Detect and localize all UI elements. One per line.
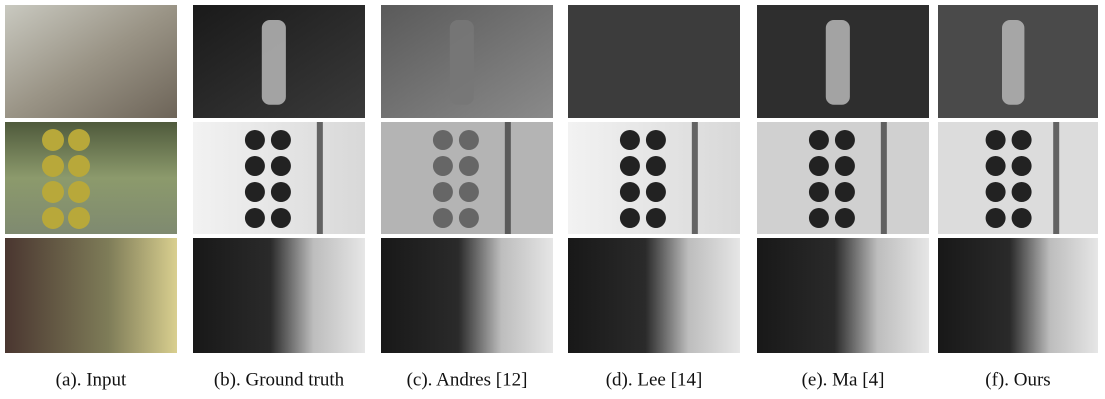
dark-dot bbox=[245, 156, 265, 176]
yellow-dot bbox=[68, 129, 90, 151]
image-tile bbox=[568, 238, 740, 353]
dark-dot bbox=[835, 208, 855, 228]
person-silhouette bbox=[826, 20, 850, 105]
dark-dot bbox=[646, 182, 666, 202]
dark-dot bbox=[459, 156, 479, 176]
pole bbox=[317, 122, 323, 234]
dark-dot bbox=[835, 156, 855, 176]
caption: (a). Input bbox=[56, 369, 127, 390]
caption: (d). Lee [14] bbox=[606, 369, 703, 390]
dark-dot bbox=[433, 130, 453, 150]
dark-dot bbox=[245, 208, 265, 228]
pole bbox=[505, 122, 511, 234]
dark-dot bbox=[1012, 208, 1032, 228]
dark-dot bbox=[271, 156, 291, 176]
person-silhouette bbox=[1002, 20, 1024, 105]
dark-dot bbox=[433, 182, 453, 202]
dark-dot bbox=[986, 182, 1006, 202]
dark-dot bbox=[271, 130, 291, 150]
dark-dot bbox=[459, 130, 479, 150]
caption: (b). Ground truth bbox=[214, 369, 345, 390]
image-grid bbox=[5, 5, 1098, 353]
dark-dot bbox=[809, 130, 829, 150]
dark-dot bbox=[1012, 182, 1032, 202]
dark-dot bbox=[646, 208, 666, 228]
person-silhouette bbox=[450, 20, 474, 105]
image-tile bbox=[5, 238, 177, 353]
dark-dot bbox=[620, 156, 640, 176]
image-tile bbox=[757, 238, 929, 353]
dark-dot bbox=[986, 208, 1006, 228]
dark-dot bbox=[835, 182, 855, 202]
captions: (a). Input (b). Ground truth (c). Andres [… bbox=[56, 369, 1051, 390]
dark-dot bbox=[271, 208, 291, 228]
dark-dot bbox=[620, 182, 640, 202]
yellow-dot bbox=[42, 181, 64, 203]
dark-dot bbox=[809, 208, 829, 228]
dark-dot bbox=[646, 156, 666, 176]
dark-dot bbox=[809, 156, 829, 176]
dark-dot bbox=[459, 208, 479, 228]
image-tile bbox=[193, 238, 365, 353]
yellow-dot bbox=[42, 155, 64, 177]
yellow-dot bbox=[68, 207, 90, 229]
dark-dot bbox=[433, 156, 453, 176]
dark-dot bbox=[245, 130, 265, 150]
image-tile bbox=[5, 5, 177, 118]
image-tile bbox=[5, 122, 177, 234]
dark-dot bbox=[271, 182, 291, 202]
figure: (a). Input (b). Ground truth (c). Andres [… bbox=[0, 0, 1105, 399]
dark-dot bbox=[986, 130, 1006, 150]
dark-dot bbox=[1012, 156, 1032, 176]
yellow-dot bbox=[68, 155, 90, 177]
dark-dot bbox=[620, 208, 640, 228]
pole bbox=[692, 122, 698, 234]
person-silhouette bbox=[262, 20, 286, 105]
caption: (c). Andres [12] bbox=[407, 369, 528, 390]
image-tile bbox=[381, 238, 553, 353]
dark-dot bbox=[620, 130, 640, 150]
dark-dot bbox=[809, 182, 829, 202]
pole bbox=[1053, 122, 1059, 234]
yellow-dot bbox=[42, 207, 64, 229]
dark-dot bbox=[245, 182, 265, 202]
dark-dot bbox=[835, 130, 855, 150]
caption: (e). Ma [4] bbox=[802, 369, 885, 390]
yellow-dot bbox=[42, 129, 64, 151]
dark-dot bbox=[646, 130, 666, 150]
image-tile bbox=[938, 238, 1098, 353]
caption: (f). Ours bbox=[985, 369, 1050, 390]
dark-dot bbox=[433, 208, 453, 228]
pole bbox=[881, 122, 887, 234]
dark-dot bbox=[1012, 130, 1032, 150]
dark-dot bbox=[459, 182, 479, 202]
yellow-dot bbox=[68, 181, 90, 203]
dark-dot bbox=[986, 156, 1006, 176]
